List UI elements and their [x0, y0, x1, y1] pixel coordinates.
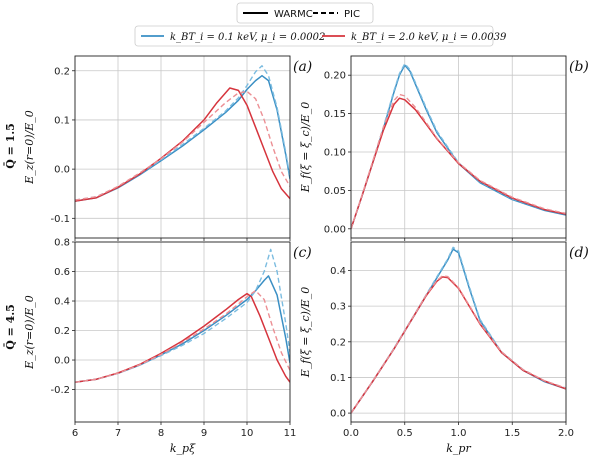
x-tick-label: 10 [241, 428, 254, 439]
panel-a: -0.1 0.0 0.1 0.2 (a) E_z(r=0)/E_0 [23, 55, 312, 241]
y-tick-label: -0.2 [50, 385, 70, 396]
x-tick-label: 7 [115, 428, 121, 439]
x-tick-label: 0.5 [397, 428, 413, 439]
x-tick-label: 11 [284, 428, 297, 439]
series-line-1-solid [75, 87, 290, 202]
y-tick-label: 0.0 [54, 356, 70, 367]
series-line-1-dashed [351, 275, 566, 414]
series-line-1-dashed [75, 90, 290, 201]
x-tick-label: 1.5 [504, 428, 520, 439]
series-line-0-dashed [75, 248, 290, 383]
x-tick-label: 6 [72, 428, 78, 439]
x-tick-label: 2.0 [558, 428, 574, 439]
y-tick-label: 0.10 [324, 147, 346, 158]
legend-series-0-label: k_BT_i = 0.1 keV, μ_i = 0.0002 [170, 32, 325, 43]
y-tick-label: 0.1 [330, 373, 346, 384]
y-tick-label: 0.2 [330, 337, 346, 348]
row-label-top: Q̄ = 1.5 [3, 123, 17, 169]
row-label-bottom: Q̄ = 4.5 [3, 304, 17, 350]
y-axis-label: E_z(r=0)/E_0 [23, 295, 36, 370]
plot-frame [74, 241, 291, 423]
legend-series-1-label: k_BT_i = 2.0 keV, μ_i = 0.0039 [351, 32, 507, 43]
y-tick-label: 0.20 [324, 71, 346, 82]
series-line-0-solid [75, 275, 290, 383]
legend-dashed-label: PIC [344, 9, 360, 20]
y-tick-label: 0.2 [54, 326, 70, 337]
x-tick-label: 0.0 [343, 428, 359, 439]
y-tick-label: 0.15 [324, 109, 346, 120]
y-tick-label: 0.4 [330, 266, 346, 277]
panel-c: 6 7 8 9 10 11 -0.2 0.0 0.2 0.4 0.6 0.8 (c) E_z(r=0)/E… [23, 238, 312, 456]
y-tick-label: 0.0 [54, 165, 70, 176]
y-tick-label: 0.2 [54, 66, 70, 77]
x-tick-label: 8 [158, 428, 164, 439]
legend-box-series [134, 25, 494, 47]
y-axis-label: E_f(ξ = ξ_c)/E_0 [299, 287, 312, 378]
series-line-1-dashed [75, 290, 290, 383]
y-tick-label: 0.00 [324, 224, 346, 235]
y-tick-label: 0.4 [54, 297, 70, 308]
plot-frame [74, 55, 291, 239]
panel-b: 0.00 0.05 0.10 0.15 0.20 (b) E_f(ξ = ξ_c)/E_0 [299, 55, 589, 241]
y-tick-label: -0.1 [50, 214, 70, 225]
panel-label: (d) [569, 245, 589, 261]
legend-solid-label: WARMC [274, 9, 313, 20]
y-tick-label: 0.6 [54, 267, 70, 278]
y-tick-label: 0.8 [54, 238, 70, 249]
x-tick-label: 1.0 [451, 428, 467, 439]
x-tick-label: 9 [201, 428, 207, 439]
panel-label: (a) [293, 59, 312, 75]
legend-box-styles [236, 2, 374, 24]
series-line-0-solid [75, 74, 290, 202]
y-tick-label: 0.0 [330, 409, 346, 420]
series-line-1-solid [75, 292, 290, 383]
series-line-1-dashed [351, 93, 566, 230]
panel-label: (b) [569, 59, 589, 75]
legend: WARMC PIC k_BT_i = 0.1 keV, μ_i = 0.0002… [134, 2, 507, 47]
y-tick-label: 0.1 [54, 115, 70, 126]
x-axis-label: k_pξ [170, 442, 196, 455]
y-axis-label: E_f(ξ = ξ_c)/E_0 [299, 102, 312, 193]
y-tick-label: 0.3 [330, 302, 346, 313]
panel-d: 0.0 0.5 1.0 1.5 2.0 0.0 0.1 0.2 0.3 0.4 (d) E_f(ξ =… [299, 241, 589, 455]
panel-label: (c) [293, 245, 312, 261]
y-axis-label: E_z(r=0)/E_0 [23, 110, 36, 185]
x-axis-label: k_pr [446, 442, 471, 455]
y-tick-label: 0.05 [324, 186, 346, 197]
